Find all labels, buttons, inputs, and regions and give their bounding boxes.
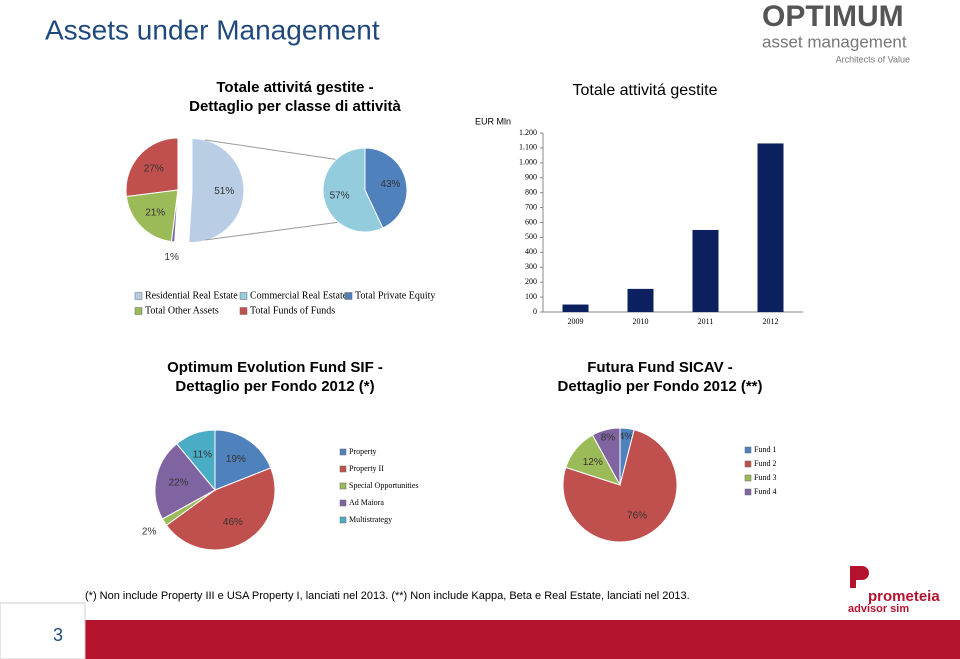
y-tick-label: 1.200: [519, 128, 537, 137]
chart-title: Futura Fund SICAV -: [587, 359, 733, 376]
legend-label: Special Opportunities: [349, 481, 419, 490]
pie-slice: [562, 429, 678, 543]
logo-sub: asset management: [762, 32, 907, 51]
data-label: 51%: [214, 186, 234, 197]
legend-swatch: [344, 292, 353, 300]
x-tick-label: 2010: [633, 317, 649, 326]
logo: OPTIMUM: [762, 0, 904, 33]
x-tick-label: 2011: [698, 317, 714, 326]
bar: [692, 229, 719, 312]
data-label: 22%: [168, 478, 188, 489]
chart-title: Totale attivitá gestite: [573, 82, 718, 99]
y-tick-label: 0: [533, 307, 537, 316]
legend-label: Commercial Real Estate: [250, 290, 348, 301]
y-tick-label: 600: [525, 217, 537, 226]
legend-label: Fund 4: [754, 487, 776, 496]
bar: [757, 143, 784, 312]
connector: [204, 139, 341, 161]
chart-title: Dettaglio per Fondo 2012 (**): [557, 378, 762, 395]
pie-slice: [125, 189, 179, 243]
page-number: 3: [53, 625, 63, 645]
pie-slice: [364, 147, 408, 229]
legend-swatch: [239, 307, 248, 315]
y-tick-label: 100: [525, 292, 537, 301]
pie-slice: [214, 429, 272, 491]
legend-label: Total Other Assets: [145, 305, 219, 316]
pie-slice: [125, 137, 179, 198]
y-tick-label: 900: [525, 173, 537, 182]
footer-band: [85, 620, 960, 659]
pie-slice: [154, 443, 216, 520]
pie-slice: [170, 189, 179, 243]
legend-swatch: [744, 474, 752, 482]
slide-title: Assets under Management: [45, 14, 380, 45]
legend-swatch: [744, 446, 752, 454]
data-label: 27%: [144, 163, 164, 174]
data-label: 2%: [142, 526, 157, 537]
legend-label: Ad Maiora: [349, 498, 384, 507]
chart-title: Optimum Evolution Fund SIF -: [167, 359, 383, 376]
data-label: 43%: [380, 179, 400, 190]
y-axis-label: EUR Mln: [475, 116, 511, 126]
y-tick-label: 800: [525, 187, 537, 196]
data-label: 1%: [164, 252, 179, 263]
data-label: 21%: [145, 207, 165, 218]
sponsor-name: prometeia: [868, 588, 940, 605]
sponsor-icon: [850, 566, 869, 588]
data-label: 11%: [193, 450, 212, 461]
y-tick-label: 500: [525, 232, 537, 241]
data-label: 46%: [223, 517, 243, 528]
legend-label: Fund 3: [754, 473, 776, 482]
legend-label: Property II: [349, 464, 384, 473]
legend-label: Property: [349, 447, 377, 456]
legend-swatch: [339, 448, 347, 456]
chart-title: Dettaglio per Fondo 2012 (*): [175, 378, 374, 395]
x-tick-label: 2012: [763, 317, 779, 326]
data-label: 4%: [619, 432, 634, 443]
legend-swatch: [339, 482, 347, 490]
connector: [204, 221, 341, 241]
x-tick-label: 2009: [568, 317, 584, 326]
bar: [562, 304, 589, 312]
y-tick-label: 700: [525, 202, 537, 211]
legend-swatch: [134, 292, 143, 300]
data-label: 8%: [601, 433, 616, 444]
pie-slice: [322, 147, 384, 233]
pie-slice: [176, 429, 216, 492]
legend-label: Fund 2: [754, 459, 776, 468]
data-label: 76%: [627, 511, 647, 522]
bar: [627, 288, 654, 312]
legend-swatch: [134, 307, 143, 315]
y-tick-label: 400: [525, 247, 537, 256]
legend-swatch: [339, 499, 347, 507]
legend-swatch: [339, 465, 347, 473]
legend-swatch: [744, 460, 752, 468]
legend-label: Fund 1: [754, 445, 776, 454]
data-label: 57%: [330, 190, 350, 201]
tagline: Architects of Value: [836, 54, 910, 64]
page-box: [0, 602, 86, 659]
data-label: 12%: [583, 457, 603, 468]
data-label: 19%: [226, 454, 246, 465]
pie-slice: [165, 467, 276, 551]
y-tick-label: 200: [525, 277, 537, 286]
y-tick-label: 300: [525, 262, 537, 271]
chart-title: Totale attivitá gestite -: [216, 79, 373, 96]
y-tick-label: 1.100: [519, 143, 537, 152]
legend-label: Residential Real Estate: [145, 290, 238, 301]
legend-label: Total Funds of Funds: [250, 305, 335, 316]
pie-slice: [591, 427, 621, 486]
legend-swatch: [744, 488, 752, 496]
legend-label: Multistrategy: [349, 515, 392, 524]
footnote: (*) Non include Property III e USA Prope…: [85, 590, 690, 602]
legend-swatch: [239, 292, 248, 300]
sponsor-sub: advisor sim: [848, 603, 909, 615]
y-tick-label: 1.000: [519, 158, 537, 167]
legend-label: Total Private Equity: [355, 290, 435, 301]
legend-swatch: [339, 516, 347, 524]
chart-title: Dettaglio per classe di attività: [189, 98, 401, 115]
